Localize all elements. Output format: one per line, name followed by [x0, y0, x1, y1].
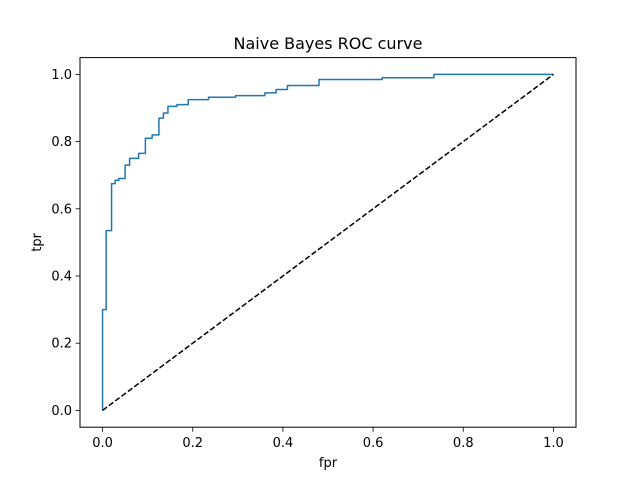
- y-axis-label: tpr: [30, 232, 45, 251]
- x-axis-ticks: 0.0 0.2 0.4 0.6 0.8 1.0: [92, 427, 564, 451]
- x-tick-label: 0.6: [363, 436, 384, 451]
- roc-curve-line: [101, 73, 554, 411]
- x-tick-label: 0.2: [182, 436, 203, 451]
- x-tick-label: 1.0: [543, 436, 564, 451]
- y-tick-label: 0.8: [51, 135, 72, 150]
- x-tick-label: 0.4: [273, 436, 294, 451]
- plot-frame: [79, 57, 577, 428]
- y-axis-ticks: 0.0 0.2 0.4 0.6 0.8 1.0: [51, 68, 80, 419]
- y-tick-label: 0.6: [51, 202, 72, 217]
- y-tick-label: 0.2: [51, 337, 72, 352]
- y-tick-label: 1.0: [51, 68, 72, 83]
- y-tick-label: 0.4: [51, 270, 72, 285]
- x-axis-label: fpr: [319, 456, 338, 471]
- x-tick-label: 0.0: [92, 436, 113, 451]
- chance-diagonal-line: [102, 73, 554, 412]
- y-tick-label: 0.0: [51, 404, 72, 419]
- x-tick-label: 0.8: [453, 436, 474, 451]
- plot-area: [101, 73, 554, 412]
- chart-title: Naive Bayes ROC curve: [234, 34, 423, 53]
